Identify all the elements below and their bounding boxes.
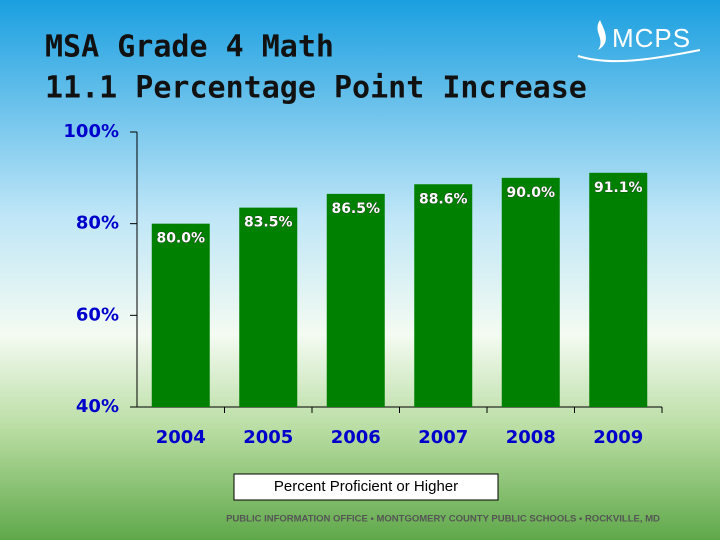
- logo: MCPS: [577, 20, 701, 63]
- bar: [589, 172, 648, 407]
- bar: [501, 177, 560, 407]
- logo-swoosh: [577, 49, 701, 63]
- logo-text: MCPS: [612, 23, 691, 53]
- x-tick-label: 2009: [593, 427, 643, 448]
- chart-title: MSA Grade 4 Math: [45, 30, 334, 65]
- x-tick-label: 2008: [506, 427, 556, 448]
- bar: [239, 207, 298, 407]
- x-tick-label: 2006: [331, 427, 381, 448]
- x-tick-label: 2005: [243, 427, 293, 448]
- x-tick-label: 2004: [156, 427, 206, 448]
- legend-label: Percent Proficient or Higher: [274, 478, 458, 495]
- value-label: 80.0%: [156, 231, 205, 247]
- plot: 40% 60% 80% 100% 2004 2005 2006 2007 2008 2009 80.…: [63, 121, 663, 448]
- value-label: 83.5%: [244, 215, 293, 231]
- y-tick-label: 60%: [76, 304, 119, 325]
- bar: [414, 184, 473, 407]
- bar: [326, 193, 385, 407]
- value-label: 86.5%: [331, 201, 380, 217]
- value-label: 88.6%: [419, 191, 468, 207]
- value-label: 91.1%: [594, 180, 643, 196]
- chart-subtitle: 11.1 Percentage Point Increase: [45, 71, 587, 106]
- y-tick-label: 40%: [76, 396, 119, 417]
- x-tick-label: 2007: [418, 427, 468, 448]
- value-label: 90.0%: [506, 185, 555, 201]
- logo-flame: [597, 20, 606, 50]
- legend-box: [233, 473, 499, 501]
- y-tick-label: 100%: [63, 121, 119, 142]
- y-tick-label: 80%: [76, 213, 119, 234]
- bar: [151, 223, 210, 407]
- footer: PUBLIC INFORMATION OFFICE • MONTGOMERY C…: [226, 514, 660, 525]
